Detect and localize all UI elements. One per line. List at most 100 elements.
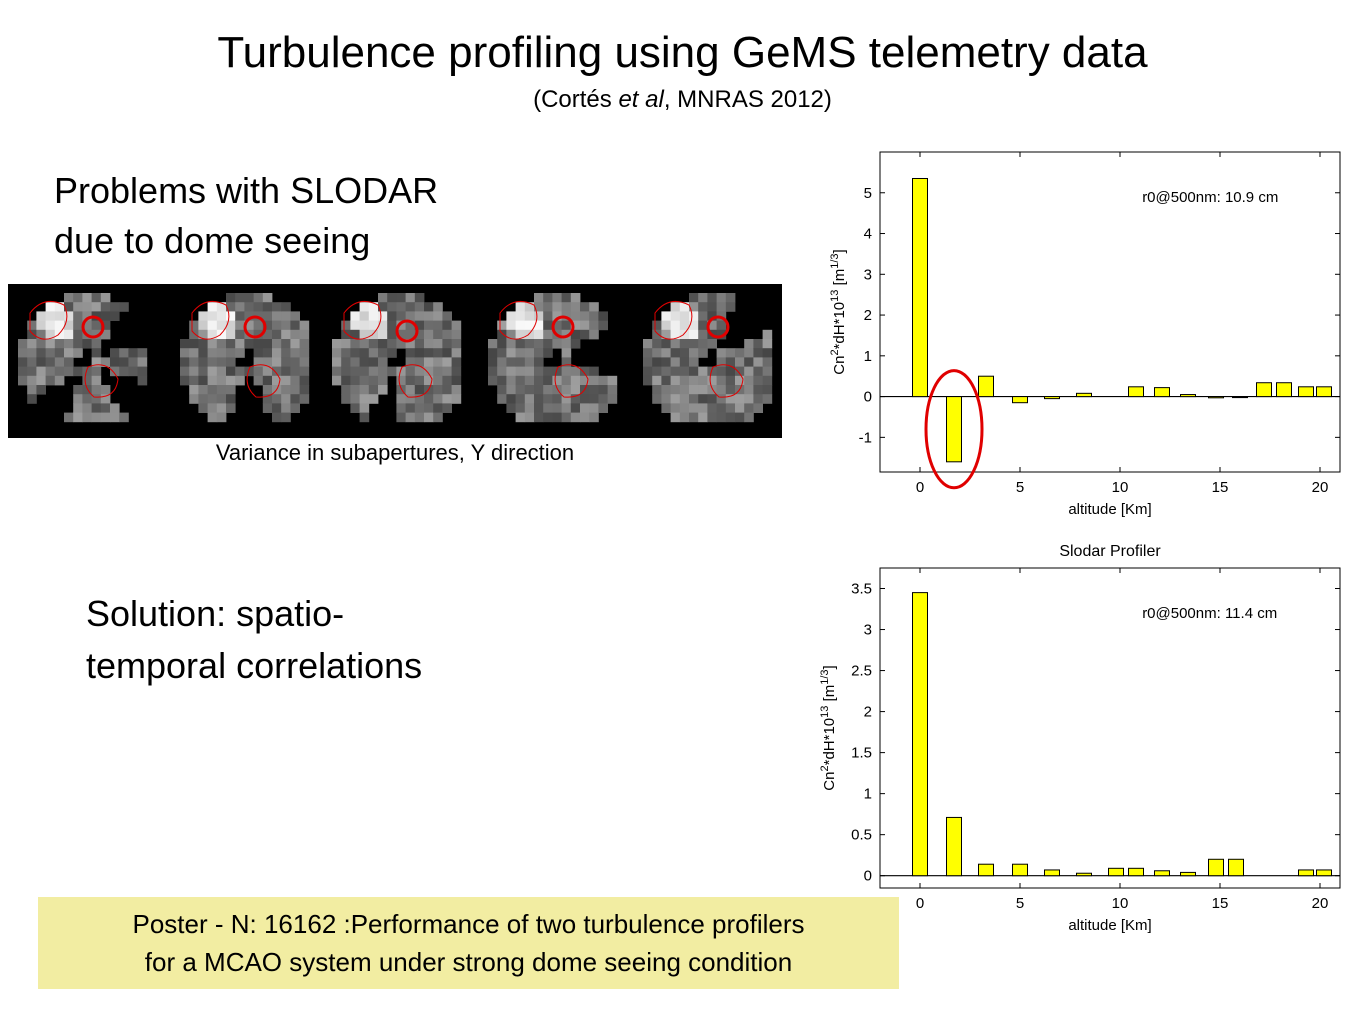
subaperture-pixel: [198, 311, 208, 321]
subaperture-pixel: [405, 385, 416, 395]
solution-heading: Solution: spatio- temporal correlations: [86, 588, 546, 692]
subaperture-pixel: [707, 375, 717, 386]
subaperture-pixel: [359, 302, 370, 312]
subaperture-pixel: [570, 375, 581, 386]
subaperture-pixel: [226, 348, 236, 358]
subaperture-pixel: [414, 329, 425, 340]
subaperture-pixel: [235, 320, 245, 331]
subaperture-pixel: [433, 311, 443, 321]
subaperture-pixel: [643, 339, 653, 349]
subaperture-pixel: [488, 366, 498, 377]
subaperture-pixel: [45, 339, 56, 349]
subaperture-pixel: [253, 320, 264, 331]
subaperture-pixel: [387, 293, 397, 303]
subaperture-pixel: [253, 302, 264, 312]
subaperture-pixel: [670, 348, 681, 358]
subaperture-pixel: [506, 339, 516, 349]
subaperture-pixel: [226, 311, 236, 321]
subaperture-pixel: [216, 375, 227, 386]
subaperture-pixel: [442, 366, 452, 377]
subaperture-pixel: [36, 320, 46, 331]
subaperture-pixel: [762, 375, 773, 386]
subaperture-pixel: [396, 302, 406, 312]
subaperture-pixel: [506, 311, 516, 321]
subaperture-pixel: [451, 329, 462, 340]
subaperture-pixel: [652, 394, 662, 404]
problem-line-1: Problems with SLODAR: [54, 170, 439, 211]
subaperture-pixel: [580, 375, 590, 386]
x-tick-label: 10: [1112, 479, 1129, 496]
subaperture-pixel: [488, 375, 498, 386]
subaperture-pixel: [359, 403, 370, 413]
subaperture-pixel: [442, 394, 452, 404]
subaperture-marker-circle: [395, 319, 419, 343]
subaperture-pixel: [350, 366, 360, 377]
x-tick-label: 5: [1016, 895, 1024, 912]
bar: [1316, 869, 1332, 877]
subaperture-pixel: [100, 293, 111, 303]
subaperture-pixel: [299, 394, 310, 404]
subaperture-pixel: [497, 366, 507, 377]
x-tick-label: 20: [1312, 895, 1329, 912]
subaperture-pixel: [670, 339, 681, 349]
y-tick-label: 4: [864, 226, 872, 243]
subaperture-pixel: [396, 366, 406, 377]
chart-title: Slodar Profiler: [1059, 543, 1161, 560]
page-subtitle: (Cortés et al, MNRAS 2012): [0, 86, 1365, 114]
x-axis-label: altitude [Km]: [1068, 501, 1151, 518]
subaperture-pixel: [281, 348, 291, 358]
subaperture-pixel: [561, 394, 572, 404]
subaperture-pixel: [262, 302, 273, 312]
subaperture-pixel: [762, 366, 773, 377]
subaperture-pixel: [497, 375, 507, 386]
subaperture-pixel: [707, 394, 717, 404]
subaperture-panel: [332, 293, 462, 423]
subaperture-pixel: [82, 366, 92, 377]
bar: [1298, 869, 1314, 877]
subaperture-pixel: [54, 311, 65, 321]
subaperture-pixel: [698, 348, 708, 358]
subaperture-pixel: [716, 348, 727, 358]
y-tick-label: 1: [864, 348, 872, 365]
subaperture-variance-svg: [18, 293, 773, 423]
subaperture-pixel: [73, 385, 83, 395]
subaperture-pixel: [661, 403, 671, 413]
subaperture-pixel: [207, 412, 218, 423]
subaperture-pixel: [299, 329, 310, 340]
subaperture-pixel: [405, 412, 416, 423]
subaperture-pixel: [387, 302, 397, 312]
subaperture-pixel: [82, 403, 92, 413]
bar: [1208, 396, 1224, 399]
subaperture-pixel: [45, 329, 56, 340]
subaperture-pixel: [36, 385, 46, 395]
subaperture-pixel: [100, 412, 111, 423]
subaperture-pixel: [524, 302, 535, 312]
y-tick-label: 3: [864, 266, 872, 283]
subaperture-pixel: [396, 293, 406, 303]
subaperture-pixel: [552, 366, 562, 377]
subaperture-pixel: [506, 366, 516, 377]
subaperture-pixel: [543, 293, 553, 303]
subaperture-pixel: [290, 403, 300, 413]
subaperture-pixel: [552, 302, 562, 312]
y-tick-label: 2: [864, 704, 872, 721]
subaperture-pixel: [281, 375, 291, 386]
subaperture-pixel: [281, 385, 291, 395]
subaperture-pixel: [524, 394, 535, 404]
subaperture-pixel: [110, 366, 120, 377]
x-tick-label: 0: [916, 479, 924, 496]
subaperture-pixel: [598, 320, 608, 331]
subaperture-pixel: [524, 348, 535, 358]
subaperture-pixel: [679, 311, 690, 321]
subaperture-pixel: [524, 357, 535, 367]
subaperture-pixel: [350, 339, 360, 349]
subaperture-pixel: [36, 311, 46, 321]
problem-line-2: due to dome seeing: [54, 220, 371, 261]
subaperture-pixel: [396, 385, 406, 395]
subaperture-pixel: [433, 403, 443, 413]
subaperture-pixel: [589, 302, 599, 312]
subaperture-pixel: [589, 375, 599, 386]
subaperture-pixel: [82, 385, 92, 395]
subaperture-pixel: [725, 357, 736, 367]
subaperture-pixel: [235, 293, 245, 303]
